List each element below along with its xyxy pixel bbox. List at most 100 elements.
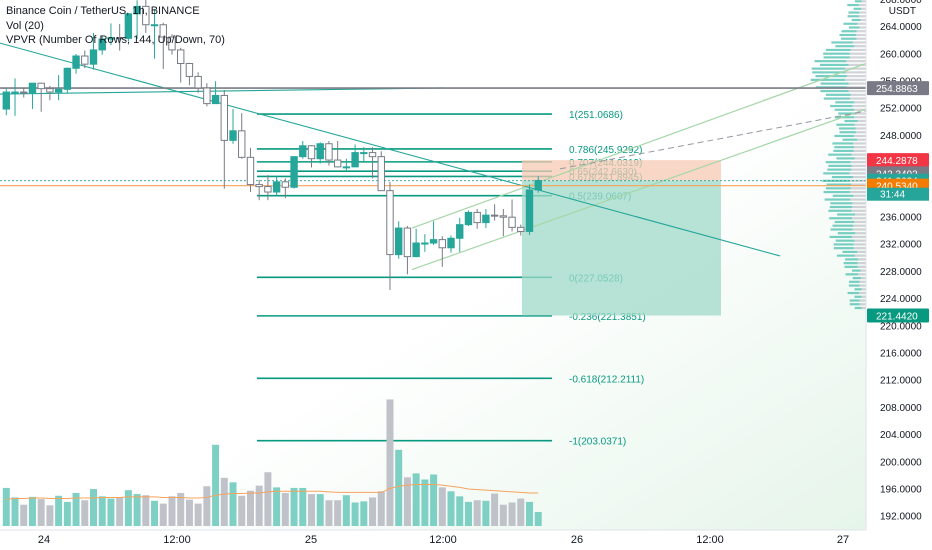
time-tick-label: 12:00 [163,534,191,546]
candle[interactable] [333,159,342,168]
symbol-title[interactable]: Binance Coin / TetherUS, 1h, BINANCE [6,5,200,17]
vpvr-row-down [854,157,866,160]
candle[interactable] [133,5,141,15]
candle[interactable] [342,166,351,169]
candle[interactable] [525,189,534,232]
candle[interactable] [28,82,37,94]
vpvr-row-down [849,190,866,194]
vpvr-indicator-label[interactable]: VPVR (Number Of Rows, 144, Up/Down, 70) [6,34,225,46]
candle[interactable] [115,37,124,40]
countdown-text: 31:44 [880,190,905,201]
candle[interactable] [177,49,185,65]
vpvr-row-up [836,123,855,126]
vpvr-row-down [850,93,866,96]
price-tag-text: 254.8863 [876,84,918,95]
candle[interactable] [482,214,490,224]
volume-bar [133,494,141,526]
candle[interactable] [98,38,106,51]
candle[interactable] [229,130,237,141]
volume-bar [447,491,455,526]
channel-median-line[interactable] [559,110,867,170]
candle[interactable] [290,156,298,188]
vpvr-row-up [825,48,851,52]
candle[interactable] [368,152,377,158]
candle[interactable] [194,75,202,89]
candle[interactable] [464,211,473,226]
candle[interactable] [246,156,255,186]
candle[interactable] [473,211,481,224]
candle[interactable] [142,5,150,26]
candle[interactable] [447,237,455,249]
candle[interactable] [360,152,368,155]
descending-trend-line[interactable] [0,42,781,257]
candle[interactable] [412,242,420,258]
candle[interactable] [11,91,19,94]
candle[interactable] [281,181,290,188]
position-stop-zone[interactable] [522,160,721,181]
vpvr-row-down [853,243,866,246]
candle[interactable] [20,91,28,94]
vpvr-row-up [849,299,860,302]
candle[interactable] [508,216,516,228]
candle[interactable] [299,145,307,158]
candle[interactable] [72,55,80,69]
vpvr-row-up [834,134,855,138]
channel-lower-line[interactable] [411,108,867,271]
vpvr-row-up [823,190,850,194]
candle[interactable] [403,227,412,258]
volume-bar [534,512,542,526]
candle[interactable] [2,91,10,110]
vpvr-row-up [831,176,854,179]
candle[interactable] [89,49,98,65]
candle[interactable] [37,82,45,90]
vpvr-row-up [829,217,853,220]
vpvr-row-up [845,273,859,276]
price-tick-label: 252.0000 [880,104,922,115]
candle[interactable] [499,215,508,218]
candle[interactable] [517,226,525,232]
candle[interactable] [456,224,464,239]
candle[interactable] [386,190,394,256]
candle[interactable] [395,227,403,256]
position-target-zone[interactable] [522,180,721,316]
candle[interactable] [220,94,229,141]
time-axis-panel[interactable] [0,530,932,550]
vpvr-row-up [841,37,857,40]
candle[interactable] [377,156,385,192]
candle[interactable] [46,88,54,93]
vpvr-row-down [850,187,866,190]
candle[interactable] [150,24,159,27]
candle[interactable] [421,242,429,245]
candle[interactable] [255,184,263,188]
support-trend-line[interactable] [0,87,444,95]
candle[interactable] [185,63,194,77]
candle[interactable] [168,36,176,51]
channel-upper-line[interactable] [411,62,867,229]
candle[interactable] [272,181,281,193]
candle[interactable] [490,214,499,217]
candle[interactable] [238,130,246,158]
candle[interactable] [211,94,220,105]
candle[interactable] [351,152,359,168]
vpvr-row-up [823,56,850,59]
volume-indicator-label[interactable]: Vol (20) [6,20,44,32]
candle[interactable] [107,37,115,40]
candle[interactable] [124,13,133,39]
vpvr-row-down [861,295,866,298]
candle[interactable] [63,67,72,90]
candle[interactable] [325,143,333,161]
candle[interactable] [264,186,272,193]
candle[interactable] [159,24,167,38]
vpvr-row-down [851,164,866,167]
candle[interactable] [429,239,438,244]
candle[interactable] [81,55,89,65]
candle[interactable] [316,143,324,160]
candle[interactable] [438,239,447,249]
candle[interactable] [307,145,316,160]
vpvr-row-down [849,97,866,100]
candle[interactable] [54,88,63,93]
candle[interactable] [203,87,211,105]
candle[interactable] [534,179,542,191]
